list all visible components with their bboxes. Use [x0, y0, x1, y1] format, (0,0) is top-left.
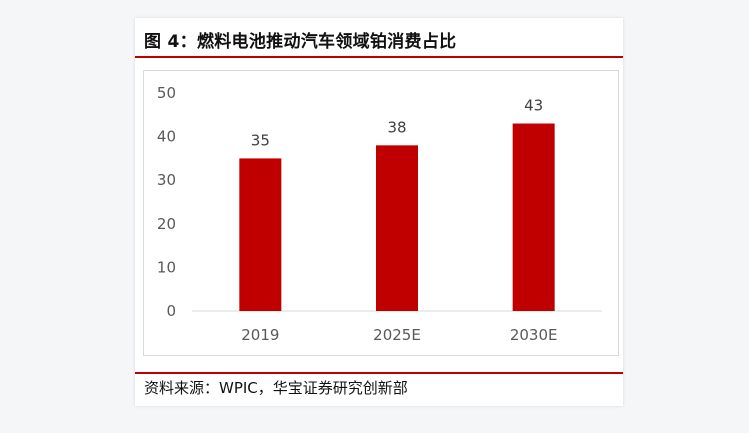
data-label: 43	[524, 97, 543, 115]
bar-2019	[239, 158, 282, 311]
bar-chart: 0 10 20 30 40 50 35 2019 38 2025E 43 2030E	[157, 84, 602, 344]
y-tick-label: 40	[157, 128, 176, 146]
y-tick-label: 30	[157, 171, 176, 189]
chart-frame: 0 10 20 30 40 50 35 2019 38 2025E 43 2030E	[143, 70, 619, 356]
figure-card: 图 4：燃料电池推动汽车领域铂消费占比 0 10 20 30 40 50 35 2019 38 2…	[135, 18, 623, 406]
data-label: 38	[387, 118, 406, 136]
data-label: 35	[251, 131, 270, 149]
x-tick-label: 2025E	[373, 326, 421, 344]
y-tick-label: 50	[157, 84, 176, 102]
y-tick-label: 0	[166, 302, 176, 320]
source-divider	[135, 372, 623, 374]
figure-source: 资料来源：WPIC，华宝证券研究创新部	[144, 379, 408, 397]
bar-2025e	[376, 145, 418, 311]
x-tick-label: 2030E	[510, 326, 558, 344]
y-tick-label: 10	[157, 258, 176, 276]
figure-title: 图 4：燃料电池推动汽车领域铂消费占比	[144, 32, 457, 52]
y-tick-label: 20	[157, 215, 176, 233]
bar-2030e	[512, 123, 555, 311]
x-tick-label: 2019	[241, 326, 279, 344]
title-divider	[135, 56, 623, 58]
